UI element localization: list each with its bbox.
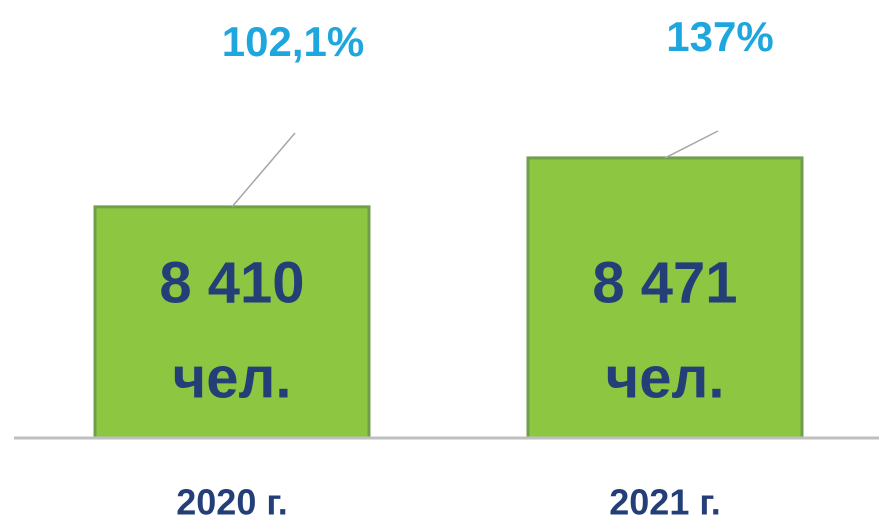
annotation: 102,1% xyxy=(222,18,364,65)
value-unit: чел. xyxy=(173,345,292,410)
bar xyxy=(526,156,804,440)
x-tick-label: 2021 г. xyxy=(609,482,720,523)
annotation: 137% xyxy=(666,13,773,60)
value-unit: чел. xyxy=(606,345,725,410)
value-label: 8 410 xyxy=(159,250,304,315)
bar xyxy=(93,205,371,440)
x-tick-label: 2020 г. xyxy=(176,482,287,523)
leader-line xyxy=(664,130,719,159)
value-label: 8 471 xyxy=(592,250,737,315)
leader-line xyxy=(231,132,296,208)
